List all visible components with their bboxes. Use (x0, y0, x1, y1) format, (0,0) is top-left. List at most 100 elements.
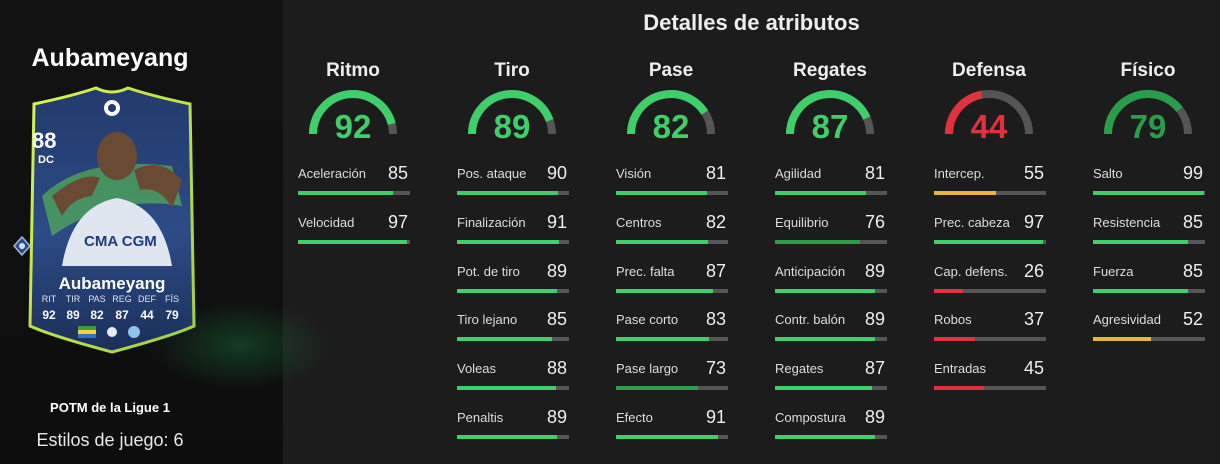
playstyles-count[interactable]: Estilos de juego: 6 (36, 430, 184, 450)
attribute-row: Penaltis 89 (457, 407, 569, 450)
attribute-row: Resistencia 85 (1093, 212, 1205, 255)
attribute-bar-track (298, 240, 410, 244)
attribute-name: Cap. defens. (934, 264, 1008, 279)
attribute-name: Prec. cabeza (934, 215, 1010, 230)
attribute-bar-track (934, 240, 1046, 244)
attribute-row: Agresividad 52 (1093, 309, 1205, 352)
attribute-row: Finalización 91 (457, 212, 569, 255)
attribute-bar-fill (775, 386, 873, 390)
category-gauge (786, 90, 874, 135)
gauge-fill (309, 90, 396, 135)
attribute-bar-track (616, 191, 728, 195)
attribute-name: Efecto (616, 410, 653, 425)
player-panel: Aubameyang CMA CGM (0, 0, 330, 464)
attribute-bar-fill (1093, 191, 1204, 195)
attribute-row: Robos 37 (934, 309, 1046, 352)
attribute-value: 89 (864, 407, 885, 427)
attribute-bar-track (457, 337, 569, 341)
attribute-row: Regates 87 (775, 358, 887, 401)
attribute-row: Entradas 45 (934, 358, 1046, 401)
attribute-bar-fill (616, 435, 718, 439)
attribute-bar-track (616, 386, 728, 390)
attribute-bar-fill (934, 386, 985, 390)
player-card[interactable]: CMA CGM 88 DC Aubameyang RIT TIR PAS REG… (22, 86, 202, 354)
category-name: Defensa (952, 60, 1026, 81)
attribute-row: Centros 82 (616, 212, 728, 255)
attribute-value: 45 (1023, 358, 1044, 378)
attribute-bar-track (934, 191, 1046, 195)
gauge-fill (945, 90, 983, 135)
category-rating: 87 (811, 108, 849, 145)
attribute-name: Aceleración (298, 166, 366, 181)
attribute-row: Salto 99 (1093, 163, 1205, 206)
category-gauge (1104, 90, 1192, 135)
attribute-row: Pot. de tiro 89 (457, 261, 569, 304)
attribute-name: Resistencia (1093, 215, 1161, 230)
attribute-name: Tiro lejano (457, 312, 518, 327)
attribute-bar-fill (934, 240, 1043, 244)
attribute-value: 85 (1182, 212, 1203, 232)
category-gauge (309, 90, 397, 135)
card-stat-value: 89 (66, 308, 80, 322)
attribute-value: 37 (1023, 309, 1044, 329)
attribute-value: 97 (1023, 212, 1044, 232)
attribute-bar-track (616, 337, 728, 341)
attribute-bar-track (1093, 240, 1205, 244)
attribute-bar-fill (616, 191, 707, 195)
attribute-name: Agresividad (1093, 312, 1161, 327)
attribute-bar-fill (934, 289, 964, 293)
attribute-bar-fill (934, 191, 996, 195)
attribute-name: Visión (616, 166, 652, 181)
attribute-bar-track (457, 435, 569, 439)
playstyle-plus-icon (13, 236, 31, 256)
attribute-bar-fill (457, 337, 553, 341)
category-gauge (627, 90, 715, 135)
attribute-name: Agilidad (775, 166, 822, 181)
attribute-bar-track (457, 240, 569, 244)
attribute-value: 90 (546, 163, 567, 183)
attribute-row: Prec. falta 87 (616, 261, 728, 304)
attribute-name: Regates (775, 361, 824, 376)
card-stat-label: PAS (88, 294, 106, 304)
card-stat-value: 87 (115, 308, 129, 322)
category-name: Pase (648, 60, 694, 81)
svg-text:CMA CGM: CMA CGM (84, 233, 157, 250)
attribute-value: 76 (864, 212, 885, 232)
card-stat-label: RIT (41, 294, 57, 304)
attribute-name: Finalización (457, 215, 526, 230)
attribute-name: Entradas (934, 361, 987, 376)
category-rating: 82 (652, 108, 690, 145)
attribute-bar-track (775, 289, 887, 293)
attribute-row: Cap. defens. 26 (934, 261, 1046, 304)
attribute-bar-fill (775, 435, 875, 439)
attribute-value: 89 (864, 309, 885, 329)
gauge-fill (468, 90, 554, 135)
attribute-value: 83 (705, 309, 726, 329)
attribute-row: Equilibrio 76 (775, 212, 887, 255)
attribute-bar-track (775, 240, 887, 244)
attribute-name: Prec. falta (616, 264, 675, 279)
attribute-bar-fill (457, 191, 558, 195)
category-name: Ritmo (326, 60, 380, 81)
attribute-row: Prec. cabeza 97 (934, 212, 1046, 255)
attribute-value: 73 (705, 358, 726, 378)
attribute-bar-track (457, 289, 569, 293)
attribute-value: 87 (705, 261, 726, 281)
attribute-bar-fill (457, 386, 556, 390)
attribute-row: Pase corto 83 (616, 309, 728, 352)
attribute-name: Robos (934, 312, 972, 327)
category-name: Tiro (494, 60, 530, 81)
attribute-bar-track (775, 191, 887, 195)
attribute-value: 85 (546, 309, 567, 329)
card-stat-label: REG (112, 294, 132, 304)
attribute-name: Voleas (457, 361, 497, 376)
attribute-bar-fill (298, 191, 394, 195)
attribute-bar-fill (616, 289, 714, 293)
card-stat-value: 92 (42, 308, 56, 322)
attribute-value: 91 (705, 407, 726, 427)
attribute-name: Pase largo (616, 361, 679, 376)
attribute-row: Visión 81 (616, 163, 728, 206)
category-name: Regates (793, 60, 867, 81)
attribute-bar-track (775, 435, 887, 439)
attribute-bar-fill (457, 240, 559, 244)
